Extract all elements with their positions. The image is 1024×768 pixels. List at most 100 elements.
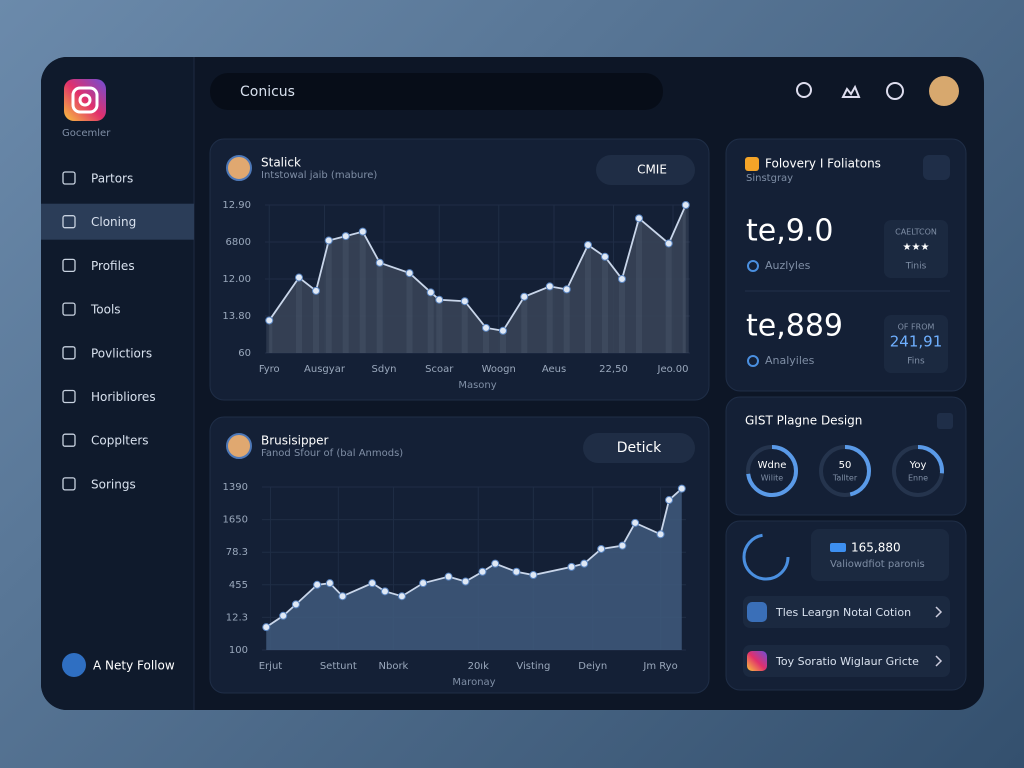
point: [482, 323, 490, 332]
search-icon[interactable]: [796, 82, 812, 98]
nav-icon: [62, 302, 76, 316]
point: [512, 567, 521, 576]
stat-box-bottom: Tinis: [905, 262, 927, 272]
point: [341, 232, 350, 241]
chart-button[interactable]: [596, 155, 695, 185]
nav-item[interactable]: Partors: [91, 172, 133, 186]
stat-value: te,9.0: [746, 214, 833, 249]
summary-flag: [830, 543, 846, 552]
power-icon[interactable]: [886, 82, 904, 100]
link-icon: [747, 602, 767, 622]
nav-icon: [62, 477, 76, 491]
point: [584, 240, 592, 249]
x-tick-label: Erjut: [259, 661, 283, 672]
point: [520, 292, 529, 301]
search-text: Conicus: [240, 84, 295, 100]
point: [460, 297, 469, 306]
chart-icon[interactable]: [841, 84, 861, 98]
stat-box: [884, 220, 948, 278]
chart-button[interactable]: [583, 433, 695, 463]
x-tick-label: Sdyn: [372, 364, 397, 375]
stat-icon: [747, 260, 759, 272]
logo[interactable]: [64, 79, 106, 121]
point: [618, 275, 626, 283]
y-tick-label: 12.3: [226, 612, 248, 623]
avatar: [226, 433, 252, 459]
card: [725, 396, 967, 516]
y-tick-label: 1650: [223, 515, 248, 526]
logo-label: Gocemler: [62, 128, 111, 139]
stat-icon: [747, 355, 759, 367]
y-tick-label: 100: [229, 645, 248, 656]
point: [279, 611, 288, 620]
nav-item[interactable]: Horibliores: [91, 390, 156, 404]
point: [405, 269, 414, 278]
point: [368, 579, 377, 588]
y-tick-label: 1390: [223, 482, 248, 493]
summary-label: Valiowdfiot paronis: [830, 559, 925, 570]
x-tick-label: Jm Ryo: [642, 661, 677, 672]
point: [313, 580, 322, 589]
point: [529, 571, 538, 580]
nav-item[interactable]: Sorings: [91, 477, 136, 491]
point: [677, 484, 686, 493]
chevron: [935, 655, 943, 667]
nav-item[interactable]: Cloning: [91, 215, 136, 229]
x-tick-label: Aeus: [542, 364, 566, 375]
chart-title: Brusisipper: [261, 434, 329, 448]
chart-button-label: Detick: [617, 440, 662, 456]
link-label: Toy Soratio Wiglaur Gricte: [775, 655, 919, 668]
nav-icon: [62, 346, 76, 360]
point: [291, 600, 300, 609]
sidebar-edge: [170, 57, 194, 710]
stats-subtitle: Sinstgray: [746, 173, 793, 184]
point: [580, 559, 589, 568]
point: [631, 518, 640, 527]
menu-button[interactable]: [937, 413, 953, 429]
search-box[interactable]: [210, 73, 663, 110]
nav-item[interactable]: Tools: [90, 303, 121, 317]
y-tick-label: 12.00: [222, 274, 251, 285]
point: [444, 572, 453, 581]
point: [358, 227, 367, 236]
nav-item[interactable]: Copplters: [91, 434, 149, 448]
x-tick-label: Visting: [516, 661, 550, 672]
ring: [746, 445, 798, 497]
point: [265, 316, 274, 325]
area-fill: [269, 205, 686, 353]
x-tick-label: Ausgyar: [304, 364, 346, 375]
menu-button[interactable]: [923, 155, 950, 180]
point: [545, 282, 554, 291]
point: [567, 562, 576, 571]
avatar[interactable]: [929, 76, 959, 106]
nav-item[interactable]: Povlictiors: [91, 346, 152, 360]
nav-icon: [62, 171, 76, 185]
design-title: GIST Plagne Design: [745, 414, 862, 428]
point: [262, 623, 271, 632]
ring-bottom: Tallter: [832, 474, 858, 483]
point: [380, 587, 389, 596]
stats-icon: [745, 157, 759, 171]
ring-top: Wdne: [758, 460, 787, 471]
logo-glyph: [71, 86, 99, 114]
point: [435, 295, 444, 304]
nav-icon: [62, 433, 76, 447]
link-row[interactable]: [743, 645, 950, 677]
chart-button-label: CMIE: [637, 163, 667, 177]
point: [665, 496, 674, 505]
footer-label[interactable]: A Nety Follow: [93, 659, 175, 673]
point: [312, 286, 320, 295]
point: [618, 541, 627, 550]
summary-icon: [742, 533, 790, 581]
y-tick-label: 13.80: [222, 311, 251, 322]
nav-item[interactable]: Profiles: [91, 259, 135, 273]
ring-bottom: Wilite: [761, 474, 784, 483]
y-tick-label: 12.90: [222, 200, 251, 211]
x-tick-label: Deiyn: [578, 661, 607, 672]
link-row[interactable]: [743, 596, 950, 628]
nav-icon: [62, 215, 76, 229]
point: [324, 236, 333, 245]
chart-subtitle: Intstowal jaib (mabure): [261, 170, 377, 181]
